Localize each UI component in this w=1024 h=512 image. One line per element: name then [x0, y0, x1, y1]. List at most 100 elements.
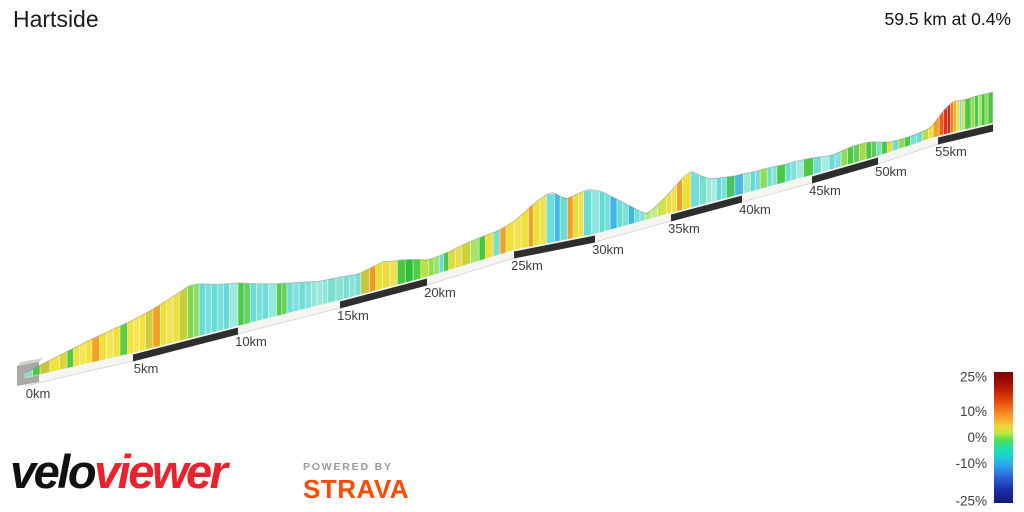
gradient-bar: [99, 331, 107, 362]
gradient-bar: [974, 95, 979, 128]
gradient-bar: [977, 94, 982, 127]
gradient-bar: [139, 312, 146, 352]
gradient-bar: [881, 141, 888, 156]
gradient-bar: [499, 225, 507, 255]
gradient-bar: [484, 232, 494, 260]
gradient-bar: [690, 171, 700, 209]
gradient-bar: [964, 97, 972, 131]
gradient-bar: [572, 192, 579, 239]
gradient-bar: [335, 276, 344, 302]
road-segment-dark: [133, 327, 238, 362]
gradient-bar: [172, 291, 180, 344]
distance-label: 50km: [875, 164, 907, 179]
gradient-bar: [859, 142, 867, 162]
gradient-bar: [327, 277, 337, 304]
gradient-bar: [865, 141, 872, 160]
gradient-bar: [554, 192, 561, 243]
gradient-bar: [166, 295, 174, 345]
distance-label: 10km: [235, 334, 267, 349]
gradient-bar: [622, 201, 629, 227]
gradient-bar: [304, 281, 312, 310]
gradient-bar: [249, 283, 257, 324]
road-start-cap-top: [17, 358, 43, 366]
gradient-bar: [316, 280, 323, 307]
legend-gradient-bar: [994, 372, 1013, 503]
gradient-bar: [119, 321, 128, 357]
gradient-bar: [492, 228, 501, 257]
elevation-bars: [24, 91, 994, 379]
gradient-bar: [970, 95, 976, 129]
gradient-bar: [79, 341, 87, 366]
gradient-bar: [578, 190, 585, 238]
powered-by-label: POWERED BY: [303, 461, 393, 473]
gradient-bar: [85, 338, 93, 365]
gradient-bar: [583, 189, 593, 237]
gradient-bar: [711, 177, 717, 203]
gradient-bar: [443, 251, 450, 273]
gradient-bar: [106, 328, 114, 360]
gradient-bar: [721, 176, 727, 200]
distance-label: 45km: [809, 183, 841, 198]
gradient-bar: [984, 92, 989, 126]
legend-label: 10%: [960, 404, 987, 419]
route-summary: 59.5 km at 0.4%: [884, 9, 1011, 29]
gradient-bar: [743, 171, 751, 195]
gradient-bar: [616, 198, 624, 229]
gradient-bar: [448, 248, 456, 271]
gradient-bar: [343, 275, 350, 300]
gradient-bar: [292, 282, 300, 313]
gradient-bar: [959, 99, 963, 132]
road-segment-dark: [514, 235, 595, 259]
gradient-bar: [223, 283, 230, 331]
gradient-bar: [433, 255, 440, 276]
gradient-bar: [127, 319, 135, 355]
gradient-bar: [947, 103, 951, 135]
page-title: Hartside: [13, 6, 99, 32]
gradient-bar: [237, 282, 245, 327]
distance-label: 40km: [739, 202, 771, 217]
gradient-bar: [217, 283, 224, 332]
distance-label: 55km: [935, 144, 967, 159]
distance-labels: 0km 5km 10km 15km 20km 25km 30km 35km 40km 45km 50…: [26, 144, 967, 401]
gradient-bar: [559, 195, 568, 242]
gradient-bar: [397, 259, 406, 286]
road: [17, 121, 994, 387]
road-segment-dark: [671, 195, 742, 222]
gradient-bar: [539, 193, 547, 246]
gradient-bar: [981, 93, 986, 127]
gradient-bar: [404, 259, 414, 284]
gradient-bar: [803, 157, 814, 178]
gradient-bar: [726, 175, 736, 199]
gradient-bar: [812, 156, 822, 176]
gradient-bar: [876, 141, 882, 157]
gradient-bar: [298, 281, 306, 311]
gradient-bar: [961, 99, 966, 131]
gradient-bar: [178, 286, 188, 342]
distance-label: 30km: [592, 242, 624, 257]
gradient-bar: [759, 167, 768, 190]
gradient-bar: [820, 155, 830, 173]
distance-label: 5km: [134, 361, 159, 376]
gradient-bar: [438, 253, 444, 274]
gradient-bar: [461, 240, 471, 267]
legend-label: 0%: [967, 430, 987, 445]
gradient-bar: [369, 264, 377, 293]
gradient-bar: [604, 192, 611, 232]
gradient-bar: [276, 283, 283, 317]
gradient-bar: [853, 143, 860, 164]
gradient-bar: [776, 163, 786, 185]
logo-viewer-text: viewer: [94, 445, 228, 498]
gradient-bar: [567, 195, 574, 240]
gradient-bar: [796, 159, 804, 180]
gradient-bar: [938, 109, 944, 137]
gradient-bar: [932, 115, 940, 139]
gradient-bar: [478, 235, 486, 262]
gradient-legend: 25% 10% 0% -10% -25%: [955, 370, 1013, 509]
gradient-bar: [91, 334, 100, 363]
gradient-bar: [716, 177, 722, 202]
gradient-bar: [785, 162, 792, 183]
gradient-bar: [112, 325, 121, 359]
gradient-bar: [528, 203, 534, 248]
